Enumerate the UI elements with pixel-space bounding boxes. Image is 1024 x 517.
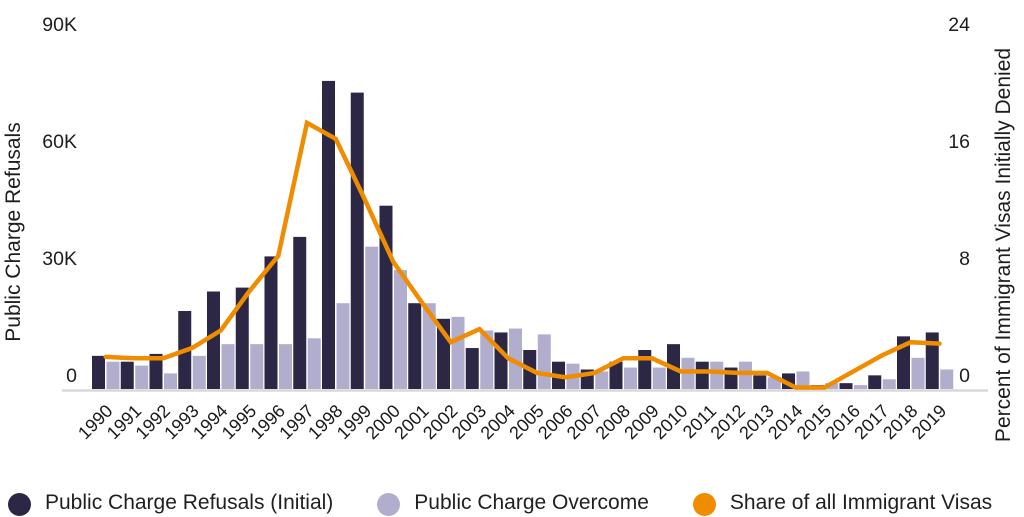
bar-overcome-1997 (307, 338, 321, 389)
right-tick-8: 8 (959, 248, 970, 270)
bar-refusals-1997 (293, 236, 307, 389)
bar-refusals-1998 (322, 80, 335, 390)
left-tick-0: 0 (66, 365, 77, 387)
bar-refusals-2013 (753, 375, 767, 389)
x-axis-year-labels: 1990199119921993199419951996199719981999… (74, 401, 950, 443)
right-tick-16: 16 (948, 131, 970, 153)
bar-overcome-2017 (882, 379, 896, 389)
bar-refusals-1996 (264, 256, 278, 389)
legend-item-refusals: Public Charge Refusals (Initial) (8, 490, 333, 516)
bar-overcome-2015 (825, 383, 839, 389)
bar-overcome-1992 (164, 373, 177, 389)
bar-refusals-1990 (92, 355, 105, 389)
bar-overcome-2016 (854, 385, 867, 389)
bar-overcome-2013 (767, 377, 781, 389)
bar-refusals-2009 (638, 350, 652, 389)
legend-label: Share of all Immigrant Visas (729, 491, 993, 514)
bar-overcome-2018 (911, 357, 925, 389)
bar-overcome-1998 (336, 303, 350, 389)
share-legend-dot-icon (692, 493, 716, 516)
legend: Public Charge Refusals (Initial) Public … (8, 490, 992, 516)
bar-refusals-2001 (408, 303, 422, 389)
right-axis-title: Percent of Immigrant Visas Initially Den… (992, 48, 1015, 442)
bar-overcome-1994 (221, 344, 235, 389)
bars-group (92, 80, 954, 390)
bar-overcome-2019 (940, 369, 954, 389)
bar-refusals-2016 (839, 383, 853, 389)
bar-refusals-2003 (465, 348, 479, 389)
bar-overcome-2000 (394, 270, 407, 389)
bar-overcome-2007 (595, 371, 609, 389)
bar-overcome-2003 (480, 330, 494, 389)
bar-overcome-1996 (279, 344, 292, 389)
bar-refusals-2017 (868, 375, 882, 389)
right-tick-24: 24 (948, 14, 970, 36)
bar-overcome-2005 (537, 334, 551, 389)
left-tick-30K: 30K (42, 248, 77, 270)
bar-overcome-1991 (135, 365, 149, 389)
left-tick-60K: 60K (42, 131, 77, 153)
legend-label: Public Charge Refusals (Initial) (45, 491, 334, 514)
bar-refusals-1999 (350, 92, 364, 389)
bar-refusals-2019 (925, 332, 939, 389)
bar-refusals-2018 (897, 336, 910, 389)
bar-overcome-1990 (106, 361, 120, 389)
left-tick-90K: 90K (42, 14, 77, 36)
bar-overcome-2011 (710, 361, 724, 389)
year-label-2019: 2019 (908, 401, 950, 443)
bar-refusals-2011 (695, 361, 709, 389)
right-tick-0: 0 (959, 365, 970, 387)
bar-overcome-2001 (422, 303, 436, 389)
legend-item-share: Share of all Immigrant Visas (692, 490, 993, 516)
bar-overcome-2014 (796, 371, 810, 389)
right-axis-ticks: 0 8 16 24 (948, 14, 970, 387)
bar-refusals-1995 (235, 287, 249, 389)
bar-refusals-1991 (120, 361, 134, 389)
refusals-legend-dot-icon (8, 493, 31, 516)
bar-refusals-1992 (149, 353, 163, 389)
bar-overcome-1999 (365, 246, 379, 389)
bar-overcome-1993 (192, 355, 206, 389)
bar-overcome-2004 (509, 328, 522, 389)
bar-overcome-1995 (250, 344, 264, 389)
bar-refusals-2008 (609, 361, 623, 389)
bar-refusals-2004 (494, 332, 508, 389)
left-axis-ticks: 0 30K 60K 90K (42, 14, 77, 387)
overcome-legend-dot-icon (377, 493, 401, 516)
legend-label: Public Charge Overcome (414, 491, 649, 514)
bar-overcome-2002 (451, 316, 465, 389)
share-line-series (103, 119, 942, 390)
bar-overcome-2012 (739, 361, 752, 389)
bar-overcome-2009 (652, 367, 666, 389)
bar-overcome-2008 (624, 367, 637, 389)
legend-item-overcome: Public Charge Overcome (377, 490, 649, 516)
bar-refusals-1994 (207, 291, 220, 389)
left-axis-title: Public Charge Refusals (2, 122, 25, 341)
